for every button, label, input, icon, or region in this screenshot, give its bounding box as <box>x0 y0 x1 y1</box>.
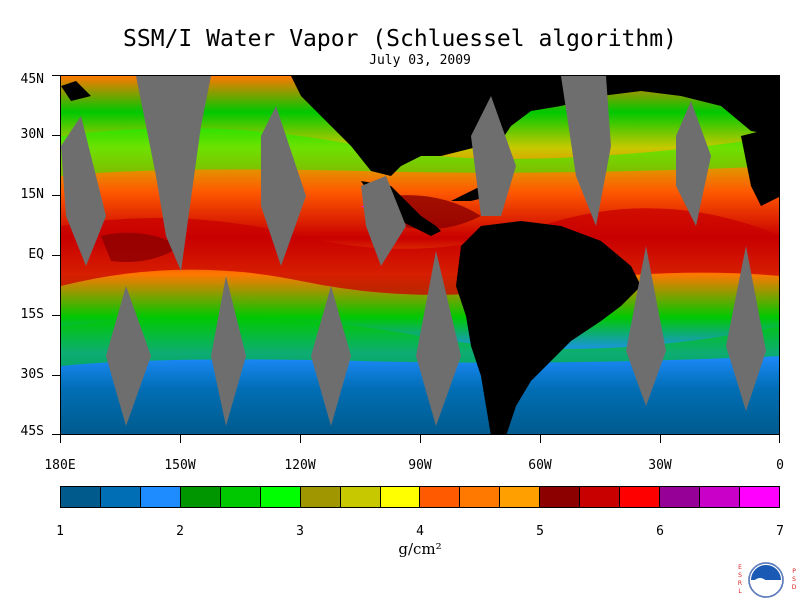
swath-gap <box>106 286 151 426</box>
colorbar-swatch <box>700 487 740 507</box>
colorbar-swatch <box>180 487 221 507</box>
logo-letter: D <box>791 584 797 591</box>
swath-gap <box>626 246 666 406</box>
colorbar-swatch <box>61 487 101 507</box>
map-svg <box>61 76 779 434</box>
colorbar-swatch <box>260 487 301 507</box>
water-vapor-map <box>60 75 780 435</box>
lat-tick <box>52 75 60 76</box>
lat-tick <box>52 195 60 196</box>
colorbar-units: g/cm² <box>398 540 442 558</box>
swath-gap <box>471 96 516 216</box>
swath-gap <box>311 286 351 426</box>
swath-gap <box>361 176 406 266</box>
logo-letter: L <box>738 588 742 595</box>
logo-letter: E <box>738 564 742 571</box>
lat-label-30s: 30S <box>20 367 44 382</box>
lon-tick <box>60 435 61 443</box>
colorbar-label-5: 5 <box>536 524 544 539</box>
colorbar-swatch <box>660 487 700 507</box>
islands <box>61 81 91 101</box>
colorbar-swatch <box>620 487 661 507</box>
lon-label-150w: 150W <box>164 458 196 473</box>
colorbar-swatch <box>380 487 421 507</box>
south-america <box>456 221 641 434</box>
swath-gap <box>61 116 106 266</box>
swath-gap <box>211 276 246 426</box>
africa-edge <box>741 126 779 206</box>
colorbar-swatch <box>100 487 141 507</box>
logo-letter: S <box>792 576 796 583</box>
colorbar-swatch <box>220 487 261 507</box>
lon-label-90w: 90W <box>408 458 432 473</box>
lon-label-30w: 30W <box>648 458 672 473</box>
colorbar-swatch <box>420 487 461 507</box>
map-date: July 03, 2009 <box>369 53 471 68</box>
moist-patch <box>101 232 181 262</box>
colorbar-swatch <box>540 487 581 507</box>
colorbar-label-4: 4 <box>416 524 424 539</box>
colorbar-swatch <box>300 487 341 507</box>
lon-tick <box>660 435 661 443</box>
lon-tick <box>180 435 181 443</box>
colorbar-swatch <box>580 487 621 507</box>
lat-tick <box>52 375 60 376</box>
logo-letter: S <box>738 572 742 579</box>
lon-tick <box>540 435 541 443</box>
lon-tick <box>420 435 421 443</box>
lat-label-eq: EQ <box>28 247 44 262</box>
swath-gap <box>561 76 611 226</box>
colorbar-label-3: 3 <box>296 524 304 539</box>
lon-label-0: 0 <box>776 458 784 473</box>
lon-label-180e: 180E <box>44 458 76 473</box>
lat-tick <box>52 434 60 435</box>
colorbar-label-6: 6 <box>656 524 664 539</box>
colorbar-swatch <box>340 487 381 507</box>
north-america <box>291 76 779 176</box>
map-title: SSM/I Water Vapor (Schluessel algorithm) <box>123 26 677 52</box>
colorbar-swatch <box>140 487 181 507</box>
esrl-letters: E S R L <box>736 564 744 596</box>
swath-gap <box>416 251 461 426</box>
psd-letters: P S D <box>790 568 798 592</box>
lat-tick <box>52 255 60 256</box>
swath-gap <box>726 246 766 411</box>
logo-letter: P <box>792 568 796 575</box>
colorbar-label-1: 1 <box>56 524 64 539</box>
colorbar-swatch <box>739 487 779 507</box>
swath-gap <box>676 101 711 226</box>
colorbar-swatch <box>460 487 501 507</box>
lon-tick <box>779 435 780 443</box>
lat-tick <box>52 315 60 316</box>
lat-tick <box>52 135 60 136</box>
lon-label-60w: 60W <box>528 458 552 473</box>
colorbar-swatch <box>500 487 541 507</box>
lat-label-45s: 45S <box>20 424 44 439</box>
lat-label-30n: 30N <box>20 127 44 142</box>
noaa-logo: E S R L P S D <box>734 560 800 600</box>
noaa-seal-icon <box>748 562 784 598</box>
lon-tick <box>300 435 301 443</box>
lat-label-15s: 15S <box>20 307 44 322</box>
lat-label-15n: 15N <box>20 187 44 202</box>
swath-gap <box>136 76 211 271</box>
colorbar <box>60 486 780 508</box>
colorbar-label-7: 7 <box>776 524 784 539</box>
lat-label-45n: 45N <box>20 72 44 87</box>
logo-letter: R <box>737 580 743 587</box>
colorbar-label-2: 2 <box>176 524 184 539</box>
swath-gap <box>261 106 306 266</box>
lon-label-120w: 120W <box>284 458 316 473</box>
